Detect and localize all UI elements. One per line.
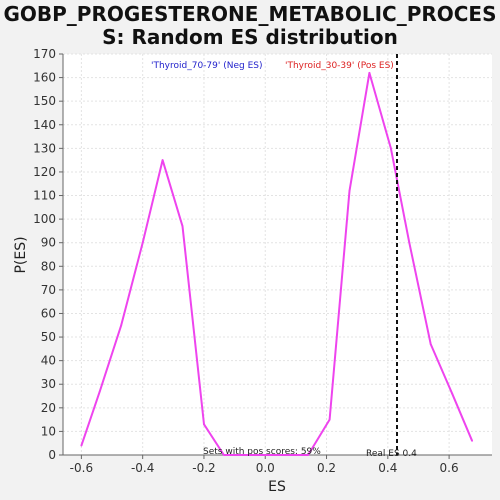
y-tick-label-8: 80 xyxy=(41,259,56,273)
pos-scores-annotation: Sets with pos scores: 59% xyxy=(203,447,321,457)
y-tick-label-17: 170 xyxy=(33,47,56,61)
y-tick-label-2: 20 xyxy=(41,401,56,415)
x-tick-label-0: -0.6 xyxy=(70,461,93,475)
y-axis-label: P(ES) xyxy=(13,236,29,273)
y-tick-label-9: 90 xyxy=(41,236,56,250)
data-point-0-1 xyxy=(98,390,101,393)
x-tick-label-4: 0.2 xyxy=(317,461,336,475)
legend-pos: 'Thyroid_30-39' (Pos ES) xyxy=(285,61,394,71)
data-point-0-14 xyxy=(368,71,371,74)
plot-area xyxy=(63,54,492,455)
y-tick-label-15: 150 xyxy=(33,94,56,108)
data-point-0-0 xyxy=(80,444,83,447)
data-point-0-10 xyxy=(285,454,288,456)
series-line-0 xyxy=(80,71,474,456)
series-group xyxy=(80,71,474,456)
data-point-0-19 xyxy=(471,439,473,442)
x-axis-label: ES xyxy=(268,479,286,495)
data-point-0-12 xyxy=(328,418,331,421)
y-tick-label-12: 120 xyxy=(33,165,56,179)
data-point-0-11 xyxy=(307,454,310,456)
y-tick-label-0: 0 xyxy=(48,448,56,462)
x-tick-label-1: -0.4 xyxy=(131,461,154,475)
y-tick-label-10: 100 xyxy=(33,212,56,226)
data-point-0-2 xyxy=(120,324,123,327)
y-tick-label-14: 140 xyxy=(33,118,56,132)
data-point-0-17 xyxy=(429,343,432,346)
chart-title-line-1: GOBP_PROGESTERONE_METABOLIC_PROCES xyxy=(3,2,496,26)
data-point-0-18 xyxy=(451,392,454,395)
data-point-0-7 xyxy=(222,454,225,456)
y-tick-label-11: 110 xyxy=(33,189,56,203)
y-tick-label-3: 30 xyxy=(41,377,56,391)
data-point-0-3 xyxy=(141,241,144,244)
data-point-0-9 xyxy=(264,454,267,456)
data-point-0-5 xyxy=(181,225,184,228)
real-es-label: Real ES 0.4 xyxy=(366,449,417,459)
data-point-0-15 xyxy=(389,147,392,150)
data-point-0-8 xyxy=(242,454,245,456)
x-tick-label-5: 0.4 xyxy=(378,461,397,475)
data-point-0-13 xyxy=(348,189,351,192)
y-tick-label-13: 130 xyxy=(33,141,56,155)
y-tick-label-4: 40 xyxy=(41,354,56,368)
data-point-0-16 xyxy=(408,241,411,244)
x-tick-label-2: -0.2 xyxy=(192,461,215,475)
data-point-0-6 xyxy=(203,423,205,426)
chart-title-line-2: S: Random ES distribution xyxy=(102,25,398,49)
x-tick-label-6: 0.6 xyxy=(440,461,459,475)
legend-neg: 'Thyroid_70-79' (Neg ES) xyxy=(151,61,262,71)
x-tick-label-3: 0.0 xyxy=(256,461,275,475)
y-tick-label-6: 60 xyxy=(41,306,56,320)
y-tick-label-16: 160 xyxy=(33,71,56,85)
y-tick-label-5: 50 xyxy=(41,330,56,344)
y-tick-label-1: 10 xyxy=(41,424,56,438)
y-tick-label-7: 70 xyxy=(41,283,56,297)
data-point-0-4 xyxy=(161,159,164,162)
